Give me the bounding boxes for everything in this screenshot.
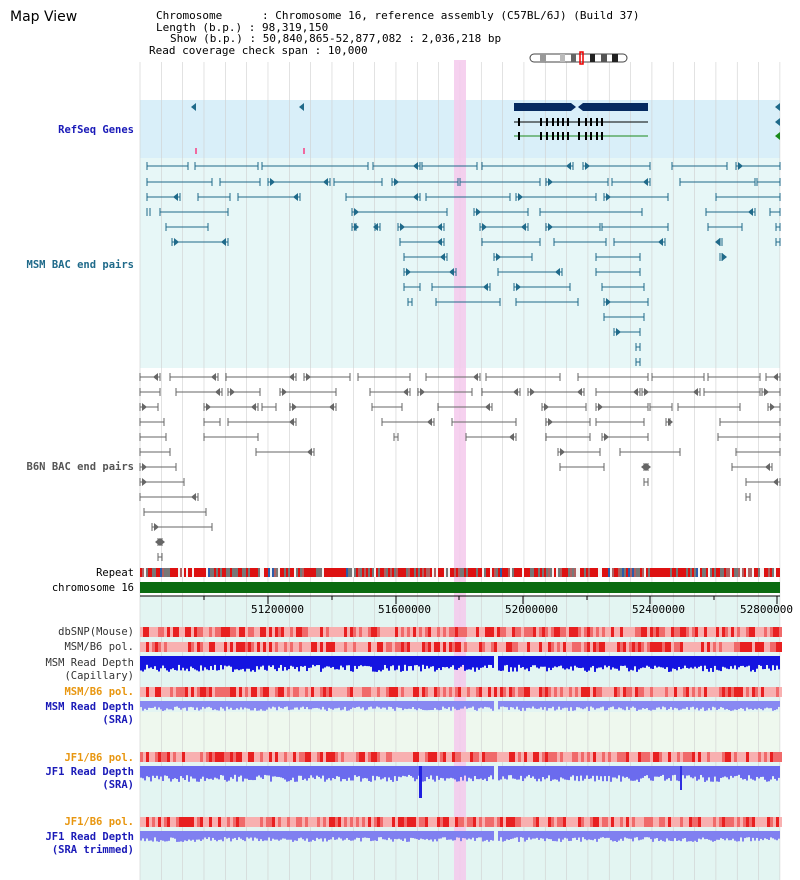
chromosome-ideogram[interactable] [529,51,628,65]
axis-tick-label: 52400000 [632,603,685,616]
track-label-msm-depth-capillary-sub: (Capillary) [64,670,134,682]
coverage-label: Read coverage check span [149,43,308,57]
chromosome-value: Chromosome 16, reference assembly (C57BL… [275,9,640,22]
repeat-track[interactable] [140,568,780,577]
track-label-jf1-depth-trim-sub: (SRA trimmed) [51,844,134,856]
track-label-msm-depth-capillary[interactable]: MSM Read Depth [45,657,134,669]
length-label: Length (b.p.) [156,20,243,34]
track-label-chromosome[interactable]: chromosome 16 [51,582,134,594]
refseq-genes[interactable] [191,103,780,154]
track-label-msm-b6-pol[interactable]: MSM/B6 pol. [64,641,134,653]
msm-bac-end-pairs[interactable] [146,162,781,366]
track-label-refseq[interactable]: RefSeq Genes [58,124,134,136]
track-label-msm-b6-pol-sra[interactable]: MSM/B6 pol. [64,686,134,698]
show-value: 50,840,865-52,877,082 : 2,036,218 bp [262,32,502,45]
track-label-jf1-b6-pol[interactable]: JF1/B6 pol. [64,752,134,764]
lower-tracks[interactable] [140,627,782,842]
show-label: Show (b.p.) [170,32,243,45]
ideogram-position-marker [579,51,584,65]
length-value: 98,319,150 [261,20,329,34]
track-label-jf1-depth-sra-sub: (SRA) [102,779,134,791]
axis-tick-label: 52000000 [505,603,558,616]
track-label-b6n-bac[interactable]: B6N BAC end pairs [26,461,134,473]
track-label-msm-depth-sra[interactable]: MSM Read Depth [45,701,134,713]
track-label-jf1-depth-sra[interactable]: JF1 Read Depth [45,766,134,778]
axis-tick-label: 51600000 [378,603,431,616]
coverage-value: 10,000 [327,43,368,57]
track-label-msm-bac[interactable]: MSM BAC end pairs [26,259,134,271]
chromosome-label: Chromosome [156,9,223,22]
track-label-jf1-depth-trim[interactable]: JF1 Read Depth [45,831,134,843]
b6n-bac-end-pairs[interactable] [139,373,781,561]
page-title: Map View [10,9,78,25]
track-label-jf1-b6-pol-trim[interactable]: JF1/B6 pol. [64,816,134,828]
info-panel: Chromosome : Chromosome 16, reference as… [149,9,640,57]
highlight-region[interactable] [454,60,466,880]
chromosome-bar[interactable] [140,582,780,593]
track-label-msm-depth-sra-sub: (SRA) [102,714,134,726]
axis-tick-label: 52800000 [740,603,793,616]
track-label-dbsnp[interactable]: dbSNP(Mouse) [58,626,134,638]
axis-tick-label: 51200000 [251,603,304,616]
track-label-repeat[interactable]: Repeat [96,567,134,579]
axis-ticks [203,596,778,604]
